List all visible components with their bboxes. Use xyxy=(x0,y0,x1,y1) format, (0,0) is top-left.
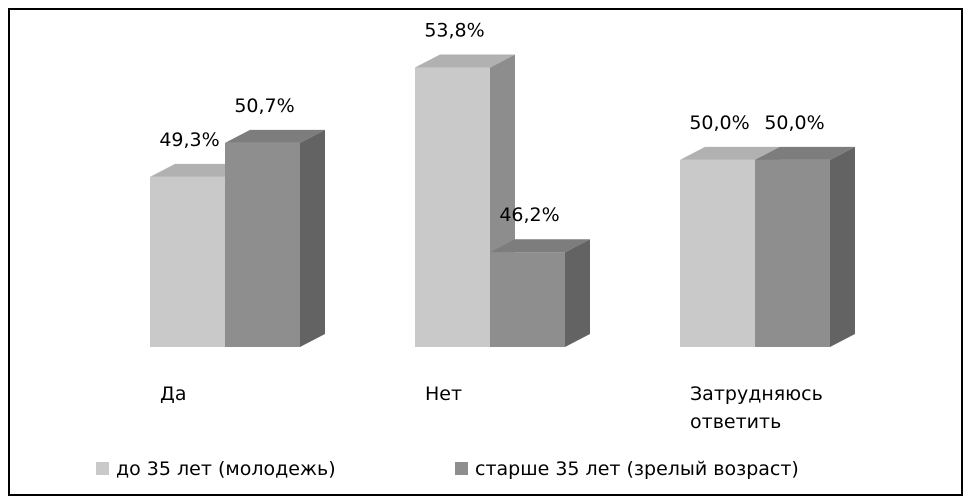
data-label: 49,3% xyxy=(159,129,219,151)
bar-front xyxy=(225,142,300,347)
legend-label: старше 35 лет (зрелый возраст) xyxy=(475,458,799,480)
bar-front xyxy=(415,67,490,347)
data-label: 53,8% xyxy=(424,19,484,41)
bar xyxy=(225,129,325,347)
bar-front xyxy=(755,159,830,347)
bar-side xyxy=(830,146,855,347)
bar-side xyxy=(300,129,325,347)
x-tick-label: Затрудняюсь ответить xyxy=(690,383,823,433)
data-label: 50,0% xyxy=(689,112,749,134)
bar-front xyxy=(680,159,755,347)
legend-swatch xyxy=(96,462,109,475)
bar xyxy=(490,239,590,347)
bar-top xyxy=(680,146,780,160)
bar xyxy=(755,146,855,347)
bar-side xyxy=(565,239,590,347)
bar-top xyxy=(225,129,325,143)
bar-front xyxy=(150,176,225,347)
x-tick-label: Нет xyxy=(425,383,463,405)
legend-label: до 35 лет (молодежь) xyxy=(116,458,336,480)
bar-front xyxy=(490,252,565,347)
data-label: 50,7% xyxy=(234,95,294,117)
bar-top xyxy=(415,54,515,68)
data-label: 46,2% xyxy=(499,204,559,226)
x-tick-label: Да xyxy=(160,383,187,405)
bar-top xyxy=(755,146,855,160)
legend-swatch xyxy=(455,462,468,475)
bar-top xyxy=(490,239,590,253)
data-label: 50,0% xyxy=(764,112,824,134)
